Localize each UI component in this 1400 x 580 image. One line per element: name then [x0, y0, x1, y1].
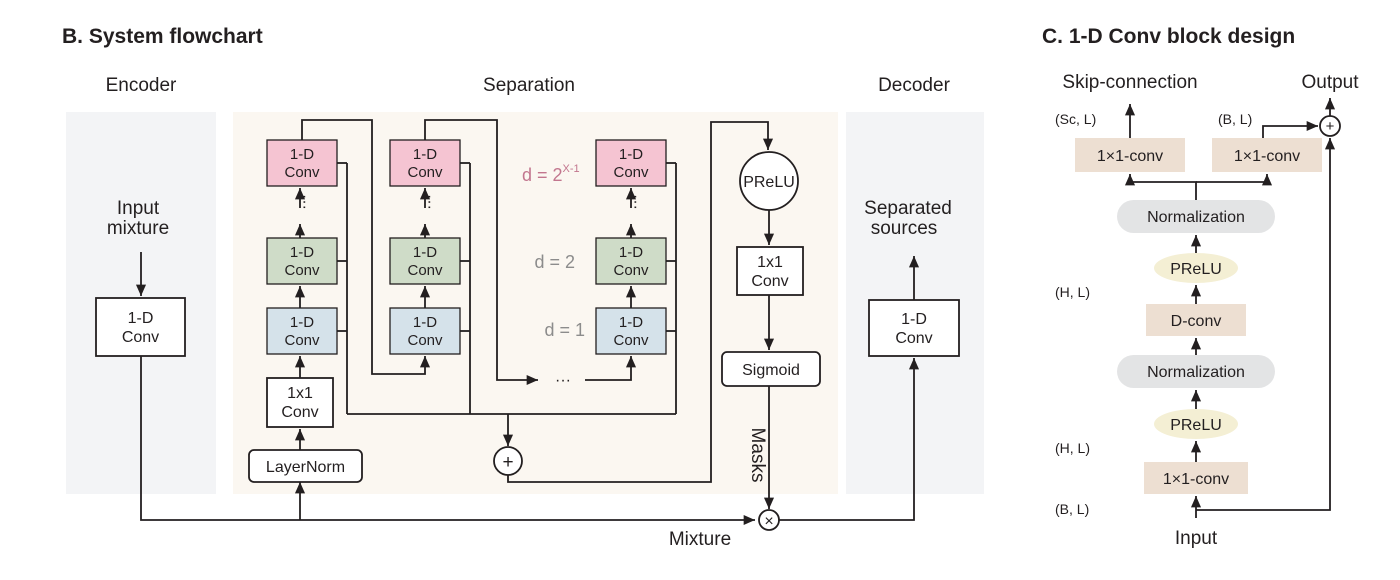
bottleneck-conv-text-2: Conv [281, 404, 318, 421]
dim-sc-l: (Sc, L) [1055, 111, 1096, 127]
dim-b-l-bottom: (B, L) [1055, 501, 1089, 517]
stackx-conv-d1-text-2: Conv [613, 332, 649, 349]
split-to-output-arrow [1196, 174, 1273, 186]
output-conv-text: 1×1-conv [1234, 148, 1300, 165]
stackx-conv-d2-text-1: 1-D [619, 244, 643, 261]
skip-conv-text: 1×1-conv [1097, 148, 1163, 165]
normalization-bottom-text: Normalization [1147, 364, 1245, 381]
normalization-bottom-pill [1117, 355, 1275, 388]
encoder-conv-text-1: 1-D [128, 310, 154, 327]
stack1-conv-d2-text-1: 1-D [290, 244, 314, 261]
dim-h-l-upper: (H, L) [1055, 284, 1090, 300]
section-encoder: Encoder [106, 75, 177, 96]
to-decoder-connection [779, 358, 920, 521]
bottleneck-conv-box [266, 377, 334, 428]
stack1-to-stack2-connection [301, 119, 431, 375]
stack2-conv-d1-text-2: Conv [407, 332, 443, 349]
section-decoder: Decoder [878, 75, 950, 96]
skip-conv-box [1075, 138, 1185, 172]
output-conv-box [1212, 138, 1322, 172]
mask-conv-text-2: Conv [751, 273, 788, 290]
title-system-flowchart: B. System flowchart [62, 25, 263, 48]
mask-multiply-symbol: × [764, 513, 773, 530]
masks-label: Masks [747, 428, 768, 483]
skip-sum-plus: + [502, 452, 513, 473]
sum-to-prelu-connection [507, 121, 774, 483]
stackx-conv-d2-text-2: Conv [613, 262, 649, 279]
stack2-conv-d2 [389, 237, 461, 285]
stack-ellipsis: ··· [555, 372, 571, 389]
residual-connection [1196, 138, 1336, 511]
stack1-conv-dx-text-2: Conv [284, 164, 320, 181]
normalization-top-pill [1117, 200, 1275, 233]
output-conv-to-sum-arrow [1262, 120, 1318, 138]
stack1-vertical-ellipsis: ··· [296, 194, 313, 210]
decoder-conv-box [868, 299, 960, 357]
prelu-top-ellipse [1154, 253, 1238, 283]
sigmoid-box [721, 351, 821, 387]
input-mixture-label-line2: mixture [107, 218, 169, 239]
input-conv-box [1144, 462, 1248, 494]
decoder-conv-text-2: Conv [895, 330, 932, 347]
stack2-vertical-ellipsis: ··· [421, 194, 438, 210]
prelu-bottom-ellipse [1154, 409, 1238, 439]
stack2-to-next-connection [424, 119, 538, 386]
ellipsis-to-stackx-connection [585, 356, 637, 381]
stackx-conv-dx [595, 139, 667, 187]
mask-prelu-text: PReLU [743, 174, 795, 191]
stack2-conv-d2-text-2: Conv [407, 262, 443, 279]
stack2-conv-dx-text-1: 1-D [413, 146, 437, 163]
stack2-conv-dx-text-2: Conv [407, 164, 443, 181]
residual-sum-plus: + [1326, 118, 1335, 135]
dconv-box [1146, 304, 1246, 336]
dim-h-l-lower: (H, L) [1055, 440, 1090, 456]
stackx-conv-dx-text-2: Conv [613, 164, 649, 181]
separated-sources-label-line2: sources [871, 218, 938, 239]
stack1-conv-dx-text-1: 1-D [290, 146, 314, 163]
stackx-conv-d2 [595, 237, 667, 285]
dilation-label-top: d = 2X-1 [522, 163, 580, 185]
decoder-conv-text-1: 1-D [901, 311, 927, 328]
input-conv-text: 1×1-conv [1163, 471, 1229, 488]
stack1-conv-d1-text-2: Conv [284, 332, 320, 349]
output-label: Output [1301, 72, 1359, 93]
skip-connection-label: Skip-connection [1062, 72, 1197, 93]
stackx-conv-dx-text-1: 1-D [619, 146, 643, 163]
encoder-conv-text-2: Conv [122, 329, 159, 346]
title-conv-block-design: C. 1-D Conv block design [1042, 25, 1295, 48]
input-mixture-label-line1: Input [117, 198, 160, 219]
dim-b-l-top: (B, L) [1218, 111, 1252, 127]
stackx-conv-d1-text-1: 1-D [619, 314, 643, 331]
stack1-conv-d2-text-2: Conv [284, 262, 320, 279]
section-separation: Separation [483, 75, 575, 96]
stack2-conv-d1-text-1: 1-D [413, 314, 437, 331]
separated-sources-label-line1: Separated [864, 198, 952, 219]
mask-conv-box [736, 246, 804, 296]
dilation-label-bottom: d = 1 [544, 320, 585, 340]
dconv-text: D-conv [1171, 313, 1222, 330]
stackx-vertical-ellipsis: ··· [627, 194, 644, 210]
dilation-label-mid: d = 2 [534, 252, 575, 272]
mask-conv-text-1: 1x1 [757, 254, 783, 271]
sigmoid-text: Sigmoid [742, 362, 800, 379]
encoder-conv-box [95, 297, 186, 357]
split-to-skip-arrow [1124, 174, 1197, 200]
prelu-bottom-text: PReLU [1170, 417, 1222, 434]
layernorm-box [248, 449, 363, 483]
stack2-conv-d2-text-1: 1-D [413, 244, 437, 261]
bottleneck-conv-text-1: 1x1 [287, 385, 313, 402]
layernorm-text: LayerNorm [266, 459, 345, 476]
mixture-label: Mixture [669, 529, 731, 550]
stack1-conv-d1-text-1: 1-D [290, 314, 314, 331]
normalization-top-text: Normalization [1147, 209, 1245, 226]
mixture-bus [140, 356, 755, 526]
prelu-top-text: PReLU [1170, 261, 1222, 278]
block-input-label: Input [1175, 528, 1218, 549]
